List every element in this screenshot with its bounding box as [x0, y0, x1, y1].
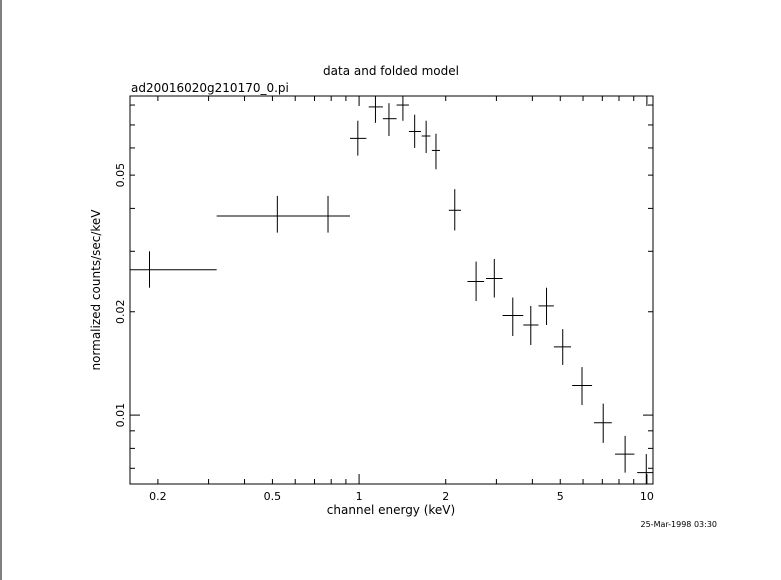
data-point: [350, 120, 367, 156]
x-tick-label: 0.5: [264, 490, 282, 503]
data-point: [216, 195, 329, 233]
timestamp: 25-Mar-1998 03:30: [641, 520, 718, 529]
data-point: [637, 454, 653, 484]
data-point: [615, 435, 635, 473]
y-tick-label: 0.05: [114, 163, 127, 188]
data-point: [130, 251, 217, 288]
plot-frame: [129, 95, 654, 485]
y-tick-label: 0.01: [114, 403, 127, 428]
data-point: [448, 189, 461, 231]
data-points: [130, 96, 653, 484]
data-point: [396, 96, 409, 121]
data-point: [594, 403, 612, 443]
data-point: [572, 367, 593, 406]
x-tick-label: 10: [640, 490, 654, 503]
data-point: [523, 305, 539, 346]
x-tick-label: 0.2: [149, 490, 167, 503]
chart-title: data and folded model: [323, 64, 459, 78]
data-point: [538, 287, 554, 325]
axis-ticks: [130, 96, 653, 484]
x-tick-label: 5: [557, 490, 564, 503]
y-axis-label: normalized counts/sec/keV: [89, 209, 103, 371]
data-point: [277, 195, 351, 233]
data-point: [431, 133, 440, 170]
data-point: [553, 329, 572, 365]
data-point: [421, 120, 431, 153]
x-tick-label: 1: [356, 490, 363, 503]
chart-subtitle: ad20016020g210170_0.pi: [131, 81, 289, 95]
x-tick-label: 2: [442, 490, 449, 503]
data-point: [382, 103, 397, 137]
data-point: [485, 258, 503, 298]
data-point: [502, 297, 524, 336]
axis-tick-labels: 0.2 0.5 1 2 5 10 0.01 0.02 0.05: [114, 163, 654, 503]
data-point: [467, 261, 485, 301]
data-point: [368, 96, 383, 123]
x-axis-label: channel energy (keV): [327, 503, 455, 517]
data-point: [408, 114, 421, 148]
y-tick-label: 0.02: [114, 300, 127, 325]
